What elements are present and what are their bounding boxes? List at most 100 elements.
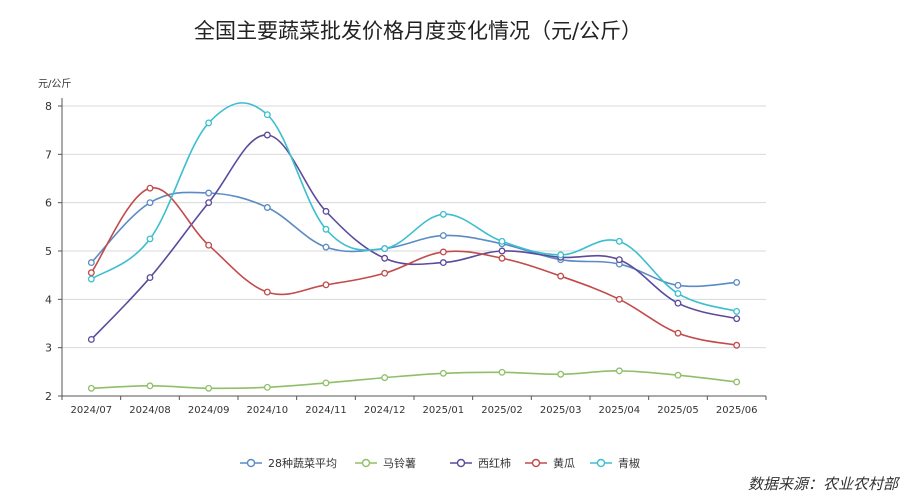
data-point	[322, 207, 330, 215]
x-tick-label: 2025/04	[599, 405, 641, 416]
series-1	[87, 367, 741, 392]
data-point	[322, 225, 330, 233]
legend: 28种蔬菜平均 马铃薯 西红柿 黄瓜 青椒	[240, 456, 640, 470]
y-tick-label: 3	[45, 342, 52, 355]
data-point	[146, 274, 154, 282]
x-tick-label: 2025/03	[540, 405, 582, 416]
data-point	[733, 307, 741, 315]
x-tick-label: 2024/08	[129, 405, 171, 416]
legend-label: 马铃薯	[383, 456, 416, 470]
data-point	[87, 275, 95, 283]
chart-title: 全国主要蔬菜批发价格月度变化情况（元/公斤）	[194, 19, 642, 43]
source-note: 数据来源：农业农村部	[748, 475, 901, 493]
data-point	[557, 370, 565, 378]
y-tick-label: 8	[45, 100, 52, 113]
legend-marker	[456, 458, 466, 468]
data-point	[381, 374, 389, 382]
data-point	[733, 341, 741, 349]
data-point	[674, 371, 682, 379]
data-point	[381, 269, 389, 277]
data-point	[674, 281, 682, 289]
data-point	[87, 384, 95, 392]
data-point	[615, 256, 623, 264]
y-tick-label: 2	[45, 390, 52, 403]
y-tick-label: 5	[45, 245, 52, 258]
x-tick-label: 2024/07	[71, 405, 113, 416]
data-point	[557, 272, 565, 280]
series-line	[90, 134, 737, 341]
data-point	[439, 248, 447, 256]
data-point	[498, 368, 506, 376]
data-point	[322, 243, 330, 251]
data-point	[263, 204, 271, 211]
y-axis-unit-label: 元/公斤	[38, 78, 71, 90]
data-point	[146, 382, 154, 390]
series-3	[87, 184, 741, 349]
x-tick-label: 2025/02	[481, 405, 523, 416]
x-tick-label: 2025/05	[657, 405, 699, 416]
data-point	[263, 111, 271, 119]
x-tick-label: 2024/10	[247, 405, 289, 416]
data-point	[87, 269, 95, 277]
data-point	[498, 237, 506, 245]
legend-marker	[246, 458, 256, 468]
data-point	[205, 189, 213, 197]
legend-marker	[531, 458, 541, 468]
data-point	[674, 290, 682, 297]
data-point	[146, 235, 154, 243]
data-point	[205, 119, 213, 127]
data-point	[146, 199, 154, 207]
series-layer	[87, 102, 741, 392]
data-point	[263, 131, 271, 139]
legend-marker	[361, 458, 371, 468]
y-tick-label: 4	[45, 293, 52, 306]
y-tick-label: 7	[45, 148, 52, 161]
y-tick-label: 6	[45, 197, 52, 210]
x-tick-label: 2025/06	[716, 405, 758, 416]
data-point	[733, 278, 741, 286]
gridlines	[62, 105, 766, 349]
legend-label: 青椒	[618, 456, 640, 470]
x-tick-label: 2024/12	[364, 405, 406, 416]
data-point	[87, 336, 95, 343]
data-point	[733, 315, 741, 323]
data-point	[322, 379, 330, 387]
data-point	[439, 259, 447, 267]
legend-label: 黄瓜	[553, 456, 575, 470]
legend-label: 西红柿	[478, 456, 511, 470]
series-line	[90, 187, 737, 347]
data-point	[615, 367, 623, 375]
data-point	[205, 384, 213, 392]
series-line	[90, 102, 737, 313]
data-point	[439, 232, 447, 239]
axes: 2 3 4 5 6 7 8 2024/07 2024/08 2024/09 2024/10 2024/…	[45, 98, 767, 416]
data-point	[498, 247, 506, 255]
series-0	[87, 189, 741, 289]
x-tick-label: 2024/11	[305, 405, 347, 416]
data-point	[263, 288, 271, 296]
data-point	[381, 245, 389, 253]
legend-marker	[596, 458, 606, 468]
data-point	[674, 299, 682, 307]
data-point	[205, 241, 213, 249]
data-point	[205, 199, 213, 207]
data-point	[615, 295, 623, 303]
data-point	[674, 329, 682, 337]
data-point	[439, 369, 447, 377]
data-point	[381, 254, 389, 262]
data-point	[87, 259, 95, 267]
series-line	[90, 191, 737, 288]
data-point	[615, 237, 623, 245]
data-point	[557, 251, 565, 259]
data-point	[498, 254, 506, 262]
data-point	[733, 378, 741, 386]
data-point	[146, 184, 154, 192]
data-point	[439, 210, 447, 218]
data-point	[263, 383, 271, 391]
x-tick-label: 2024/09	[188, 405, 230, 416]
data-point	[322, 281, 330, 289]
series-line	[91, 370, 737, 390]
legend-label: 28种蔬菜平均	[268, 456, 337, 470]
series-4	[87, 102, 741, 315]
